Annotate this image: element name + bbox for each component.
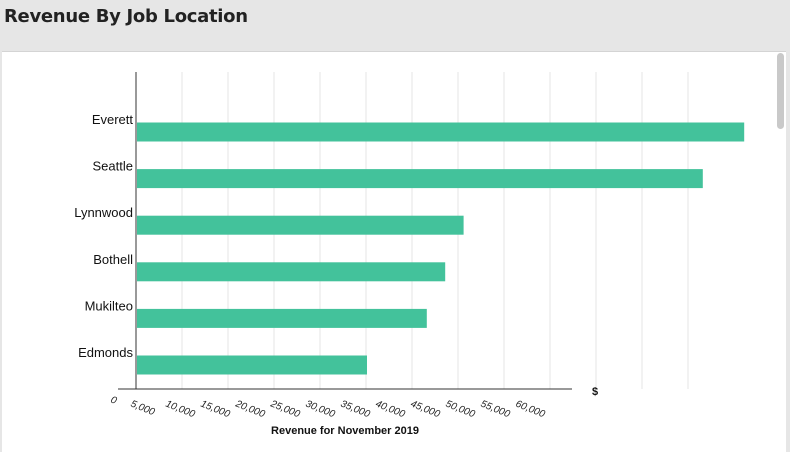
x-tick-label: 60,000 [514, 399, 547, 421]
category-label: Edmonds [78, 345, 133, 360]
bars [137, 122, 745, 375]
x-tick-label: 25,000 [268, 398, 302, 420]
category-label: Seattle [93, 159, 133, 174]
bar [137, 122, 745, 142]
bar [137, 262, 446, 282]
x-tick-label: 15,000 [199, 399, 232, 421]
bar [137, 215, 464, 235]
x-tick-label: 10,000 [164, 399, 197, 421]
x-tick-label: 55,000 [479, 399, 512, 421]
x-tick-label: 40,000 [374, 399, 407, 421]
bar [137, 169, 703, 189]
category-label: Bothell [93, 252, 133, 267]
x-tick-label: 5,000 [129, 399, 157, 419]
page-title: Revenue By Job Location [4, 6, 248, 27]
category-label: Mukilteo [85, 298, 133, 313]
axes [118, 72, 572, 390]
vertical-scrollbar[interactable] [776, 52, 786, 384]
x-tick-label: 50,000 [444, 399, 477, 421]
category-label: Everett [92, 112, 134, 127]
x-tick-label: 35,000 [339, 399, 372, 421]
x-axis-title: Revenue for November 2019 [271, 425, 419, 437]
category-label: Lynnwood [74, 205, 133, 220]
x-tick-label: 30,000 [304, 399, 337, 421]
x-tick-label: 0 [109, 395, 119, 407]
bar [137, 308, 427, 328]
x-tick-label: 45,000 [409, 399, 442, 421]
x-unit-label: $ [592, 386, 598, 398]
chart-panel: Everett Seattle Lynnwood Bothell Mukilteo Edm… [2, 51, 786, 452]
revenue-bar-chart: Everett Seattle Lynnwood Bothell Mukilteo Edm… [74, 72, 745, 437]
bar [137, 355, 367, 375]
scrollbar-thumb[interactable] [777, 53, 784, 129]
x-tick-label: 20,000 [233, 398, 267, 420]
